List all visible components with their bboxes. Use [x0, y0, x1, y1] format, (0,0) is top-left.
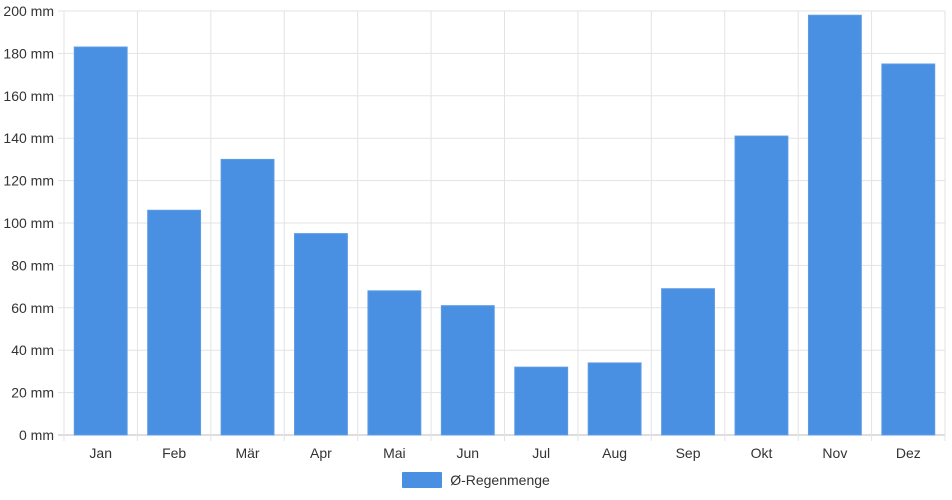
- y-tick-label: 0 mm: [19, 427, 54, 443]
- y-tick-label: 100 mm: [3, 215, 54, 231]
- y-tick-label: 180 mm: [3, 45, 54, 61]
- x-tick-label: Jul: [532, 445, 550, 461]
- bar-mär[interactable]: [220, 158, 275, 436]
- bar-feb[interactable]: [147, 209, 202, 436]
- y-tick-label: 60 mm: [11, 300, 54, 316]
- bar-dez[interactable]: [881, 63, 936, 436]
- x-tick-label: Apr: [310, 445, 332, 461]
- y-axis: 0 mm 20 mm 40 mm 60 mm 80 mm 100 mm 120 mm 140 …: [3, 3, 54, 443]
- legend-swatch: [402, 472, 443, 488]
- bar-jan[interactable]: [73, 46, 128, 436]
- x-axis: Jan Feb Mär Apr Mai Jun Jul Aug Sep Okt Nov Dez: [89, 445, 920, 461]
- y-tick-label: 140 mm: [3, 130, 54, 146]
- x-tick-label: Sep: [676, 445, 701, 461]
- x-tick-label: Mär: [235, 445, 259, 461]
- x-tick-label: Jan: [89, 445, 112, 461]
- x-tick-label: Dez: [896, 445, 921, 461]
- x-tick-label: Feb: [162, 445, 186, 461]
- bar-okt[interactable]: [734, 135, 789, 436]
- y-tick-label: 200 mm: [3, 3, 54, 19]
- y-tick-label: 80 mm: [11, 257, 54, 273]
- y-tick-label: 120 mm: [3, 173, 54, 189]
- bar-apr[interactable]: [294, 233, 348, 436]
- x-tick-label: Mai: [383, 445, 406, 461]
- legend-label: Ø-Regenmenge: [450, 472, 550, 488]
- bar-jul[interactable]: [514, 366, 569, 436]
- y-tick-label: 20 mm: [11, 385, 54, 401]
- x-tick-label: Jun: [457, 445, 480, 461]
- bar-jun[interactable]: [440, 305, 495, 436]
- legend[interactable]: Ø-Regenmenge: [0, 472, 952, 488]
- bar-nov[interactable]: [807, 14, 862, 436]
- chart-canvas: 0 mm 20 mm 40 mm 60 mm 80 mm 100 mm 120 mm 140 …: [3, 3, 946, 461]
- bar-layer: [73, 14, 936, 436]
- x-tick-label: Aug: [602, 445, 627, 461]
- x-tick-label: Nov: [822, 445, 847, 461]
- x-tick-label: Okt: [751, 445, 773, 461]
- bar-sep[interactable]: [661, 288, 715, 436]
- bar-aug[interactable]: [587, 362, 642, 436]
- y-tick-label: 160 mm: [3, 88, 54, 104]
- y-tick-label: 40 mm: [11, 342, 54, 358]
- grid-layer: [58, 10, 946, 441]
- bar-mai[interactable]: [367, 290, 422, 436]
